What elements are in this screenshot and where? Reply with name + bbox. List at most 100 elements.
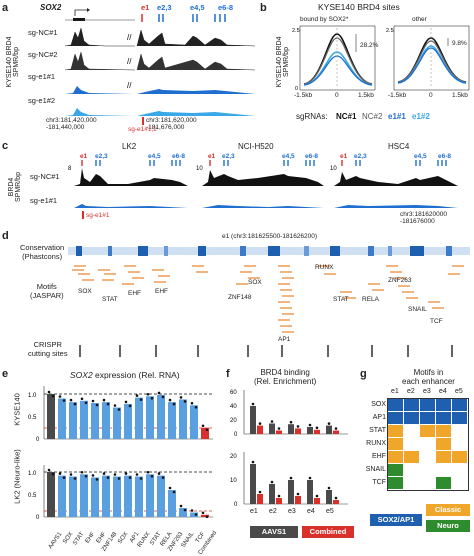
xtick-b-3: 1.5kb	[358, 92, 374, 99]
xtick-b-1: -1.5kb	[294, 92, 313, 99]
motif-sox-1: SOX	[78, 288, 92, 295]
legend-g-classic: Classic	[426, 504, 470, 516]
sgrnas-label: sgRNAs:	[296, 112, 328, 121]
f-cat-label-4: e5	[326, 508, 334, 515]
legend-f-combined: Combined	[302, 526, 354, 538]
enh-e1-label-a: e1	[141, 3, 150, 12]
c-lk2-e68: e6-8	[172, 153, 186, 160]
e-top-bars	[47, 390, 209, 439]
f-ytick-bot-1: 20	[230, 454, 237, 460]
e-top-pt-b-0	[51, 394, 55, 398]
panel-c-label: c	[2, 140, 9, 152]
e-bot-pt-a-8	[135, 473, 139, 476]
e-top-bar-4	[91, 403, 99, 439]
g-cell-5-0	[388, 464, 403, 476]
e-bot-pt-a-3	[80, 470, 84, 474]
f-bot-pt-1-1	[277, 494, 281, 498]
e-top-bar-6	[113, 407, 121, 439]
g-cell-5-2	[420, 464, 435, 476]
c-sg-marker	[82, 211, 84, 219]
e-top-pt-a-2	[69, 398, 73, 402]
e-bot-pt-a-13	[190, 509, 194, 512]
c-hsc4-e45: e4,5	[414, 153, 427, 160]
e-bot-bar-14	[201, 514, 209, 517]
f-top-bar-0-4	[326, 425, 332, 434]
e-top-pt-a-9	[146, 392, 150, 396]
g-cell-1-0	[388, 412, 403, 424]
track-label-a-3: sg-e1#1	[28, 72, 56, 81]
g-cell-6-4	[452, 477, 467, 489]
motifs-label: Motifs (JASPAR)	[30, 282, 64, 300]
g-cell-5-1	[404, 464, 419, 476]
e-bot-pt-a-6	[113, 473, 117, 476]
motif-rela: RELA	[362, 296, 379, 303]
crispr-cut-sites	[79, 345, 453, 357]
c-hsc4-e23: e2,3	[354, 153, 367, 160]
c-scale-3: 10	[330, 166, 337, 172]
sg-label-a: sg-e1#1,2	[128, 126, 157, 133]
g-cell-4-2	[420, 451, 435, 463]
f-top-bar-1-2	[295, 428, 301, 434]
e-top-pt-a-3	[80, 397, 84, 401]
e-bot-pt-b-8	[139, 477, 143, 480]
ytick-b-left-bottom: 0	[295, 86, 298, 92]
motif-sox-2: SOX	[248, 279, 262, 286]
e-bot-pt-b-11	[172, 490, 176, 494]
svg-text://: //	[127, 81, 132, 90]
e-bot-pt-b-6	[117, 477, 121, 480]
f-bot-pt-1-0	[258, 490, 262, 494]
e-top-pt-a-10	[157, 391, 161, 395]
enh-e23-label-a: e2,3	[157, 3, 172, 12]
e-bot-pt-a-1	[58, 472, 62, 475]
f-bot-pt-0-4	[327, 486, 331, 490]
g-cell-0-2	[420, 399, 435, 411]
e-bot-pt-a-7	[124, 472, 128, 475]
e-bot-pt-a-12	[179, 504, 183, 508]
c-lk2-e1: e1	[80, 153, 88, 160]
e-bot-pt-b-4	[95, 478, 99, 481]
g-cell-1-2	[420, 412, 435, 424]
c-h520-e45: e4,5	[282, 153, 295, 160]
e-bot-bar-7	[124, 475, 132, 517]
e-bot-bars	[47, 468, 209, 519]
track-label-a-1: sg-NC#1	[28, 28, 58, 37]
e-top-pt-a-13	[190, 401, 194, 405]
ytick-b-left-top: 2.5	[292, 28, 300, 34]
g-cell-2-1	[404, 425, 419, 437]
panel-b-ylabel: KYSE140 BRD4 SPMR/bp	[276, 36, 290, 88]
panel-e-title-gene: SOX2	[70, 370, 93, 380]
panel-f-label: f	[226, 368, 230, 380]
e-top-bar-12	[179, 399, 187, 439]
c-lk2-e45: e4,5	[148, 153, 161, 160]
g-cell-2-0	[388, 425, 403, 437]
legend-g-neuro: Neuro	[426, 520, 470, 532]
f-bot-bar-0-2	[288, 480, 294, 504]
panel-b-label: b	[260, 2, 267, 14]
e-top-bar-1	[58, 398, 66, 439]
xtick-b-5: 0	[429, 92, 433, 99]
motif-ehf-1: EHF	[128, 290, 141, 297]
e-bot-pt-a-4	[91, 474, 95, 477]
e-bot-bar-5	[102, 475, 110, 517]
g-cell-1-1	[404, 412, 419, 424]
e-bot-pt-a-0	[47, 468, 51, 472]
e-bot-pt-a-2	[69, 473, 73, 476]
g-cell-5-3	[436, 464, 451, 476]
panel-a-label: a	[2, 2, 9, 14]
e-ytick-bot-1: 1.0	[28, 471, 37, 477]
panel-b-sub-right: other	[412, 16, 427, 23]
e-bot-bar-0	[47, 472, 55, 517]
e-top-pt-a-7	[124, 400, 128, 404]
g-cell-4-4	[452, 451, 467, 463]
g-cell-0-0	[388, 399, 403, 411]
c-h520-e23: e2,3	[222, 153, 235, 160]
enh-e68-label-a: e6-8	[218, 3, 234, 12]
f-cat-label-3: e4	[307, 508, 315, 515]
g-row-label-2: STAT	[369, 427, 386, 434]
motif-stat-2: STAT	[333, 296, 349, 303]
panel-b-profile-plots: 2.5 0 2.5	[292, 25, 470, 92]
e-top-bar-7	[124, 403, 132, 439]
f-top-bar-0-3	[307, 427, 313, 434]
f-top-pt-0-3	[308, 423, 312, 427]
g-cell-4-1	[404, 451, 419, 463]
